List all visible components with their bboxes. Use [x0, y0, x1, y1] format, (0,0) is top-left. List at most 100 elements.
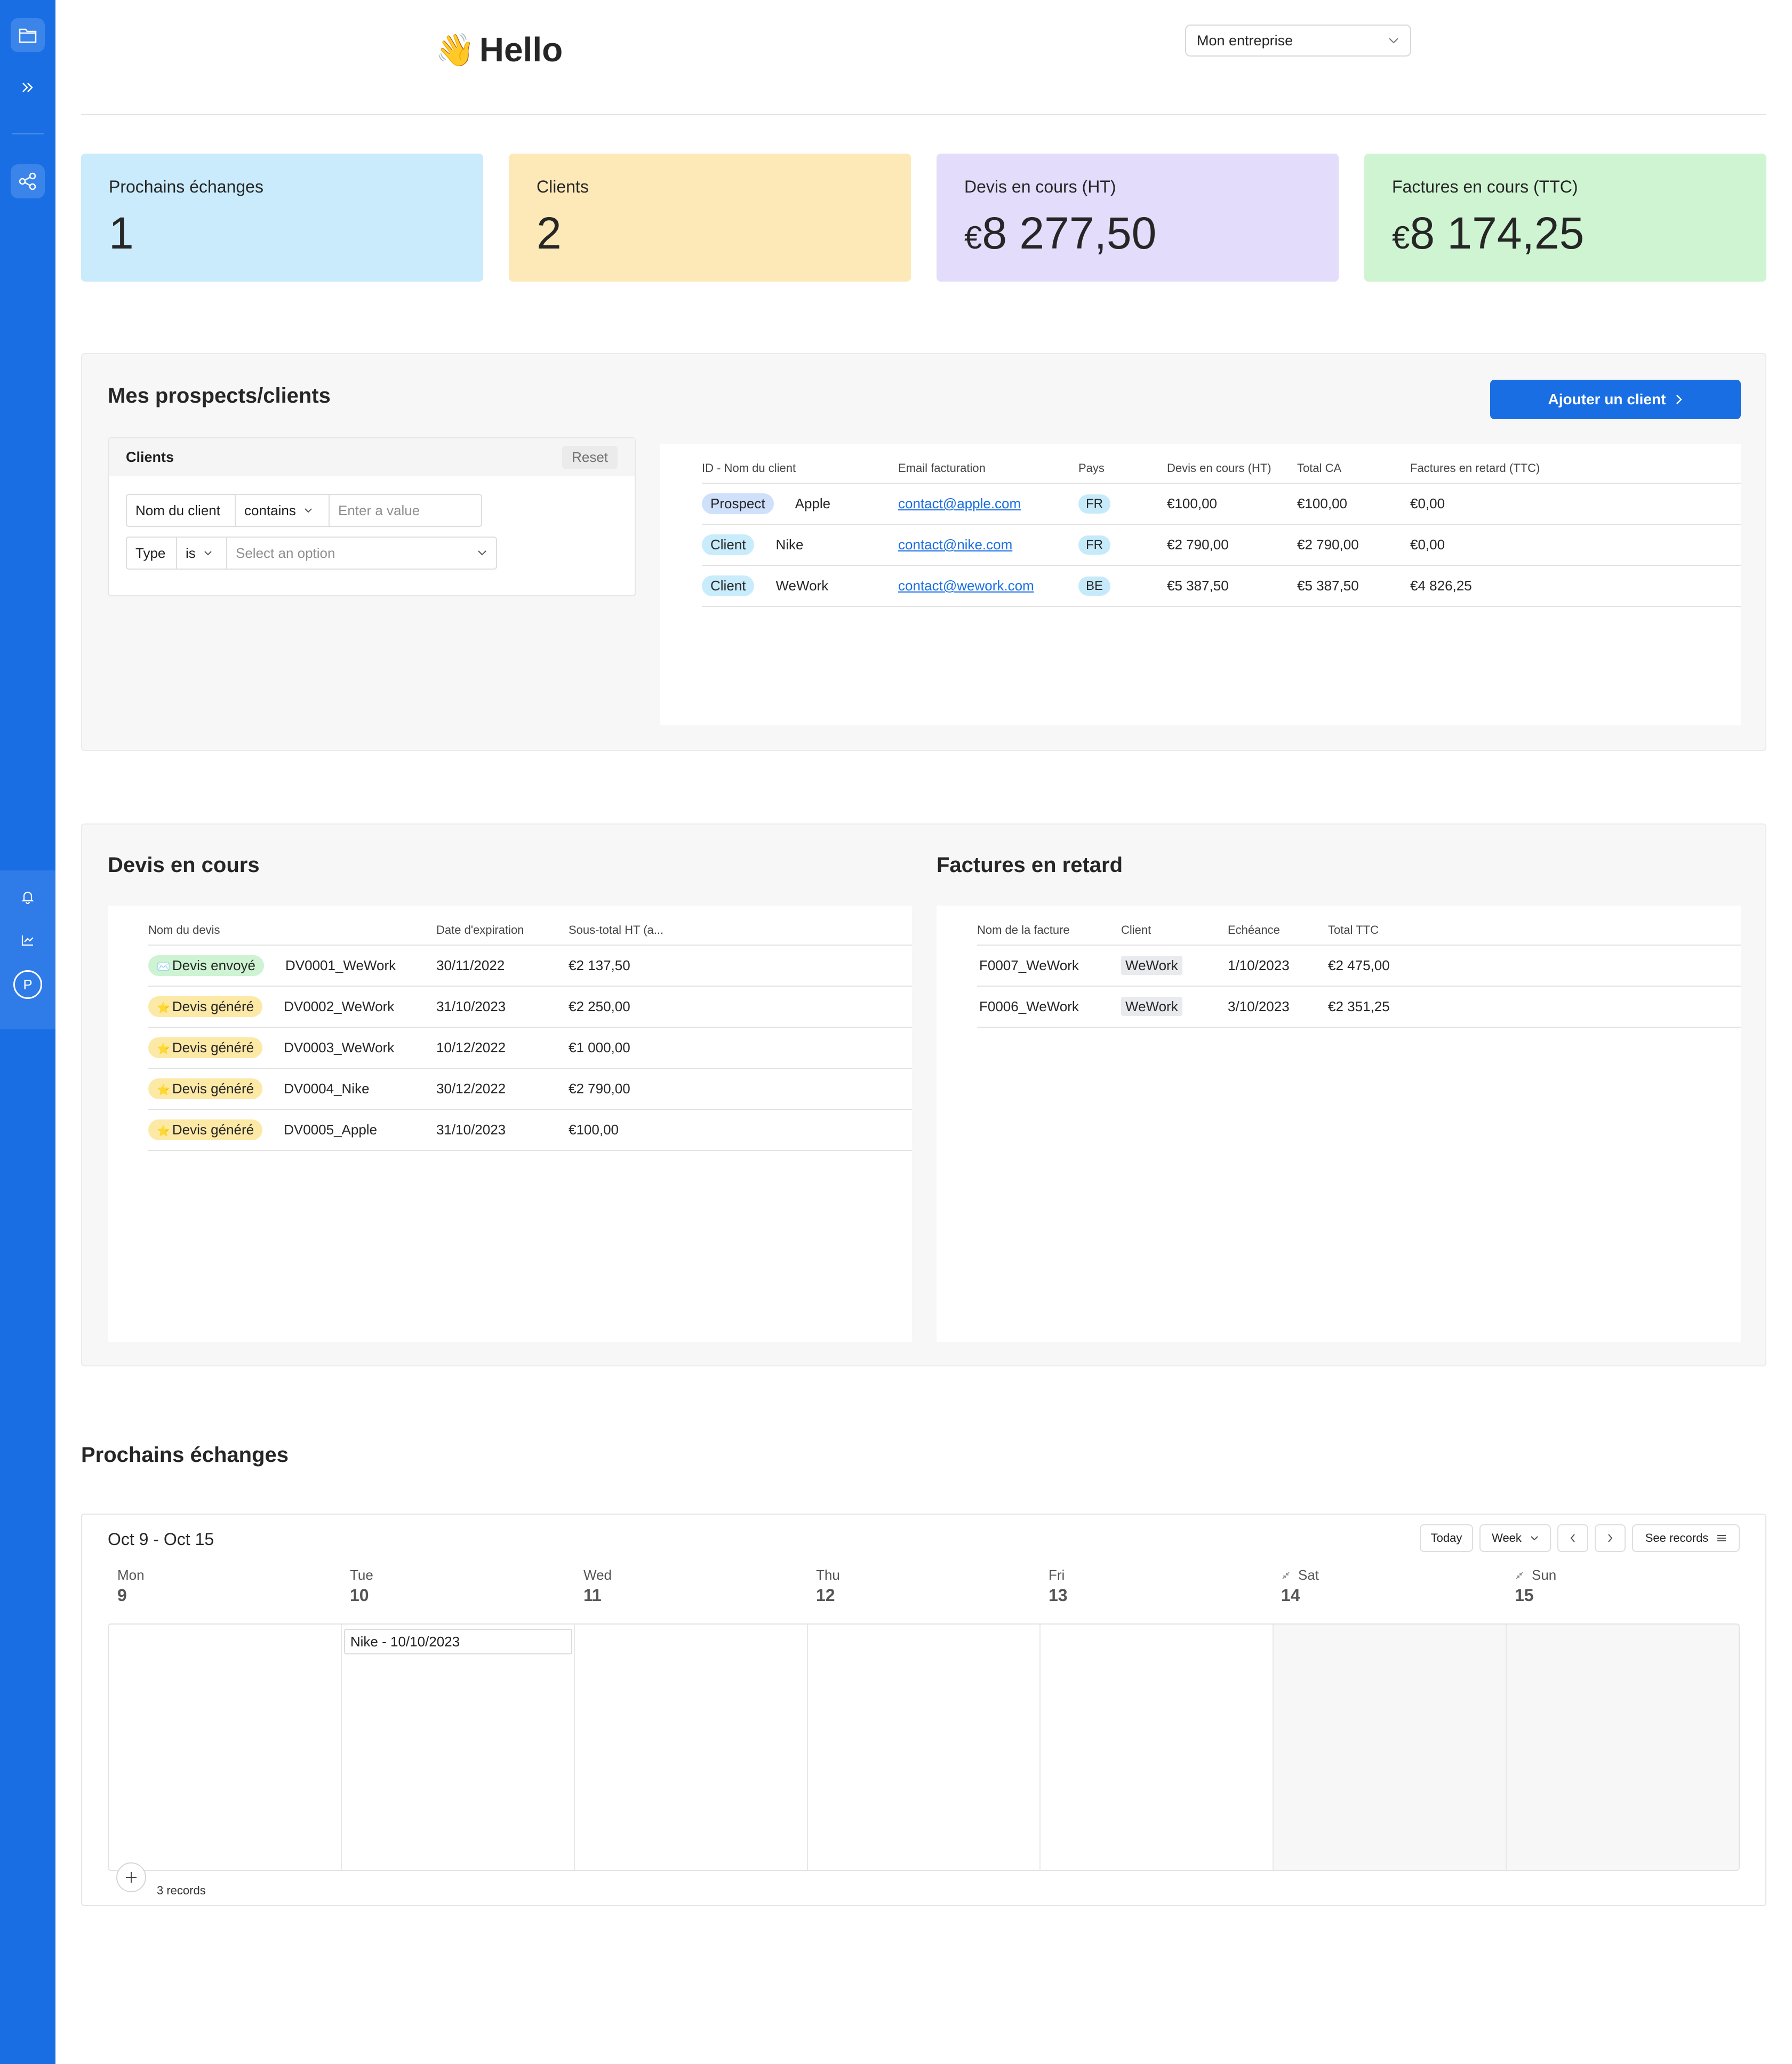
client-name: Nike	[775, 537, 804, 553]
today-label: Today	[1430, 1531, 1462, 1545]
day-name: Fri	[1049, 1567, 1065, 1583]
kpi-card-factures[interactable]: Factures en cours (TTC) €8 174,25	[1364, 154, 1766, 282]
filter-option-select[interactable]: Select an option	[227, 538, 496, 569]
devis-factures-section: Devis en cours Factures en retard Nom du…	[81, 823, 1766, 1366]
day-name: Mon	[117, 1567, 145, 1583]
facture-name: F0006_WeWork	[977, 986, 1121, 1028]
analytics-button[interactable]	[11, 923, 45, 957]
col-header[interactable]: Email facturation	[898, 454, 1078, 484]
devis-section-title: Devis en cours	[108, 853, 260, 877]
col-header[interactable]: Total CA	[1297, 454, 1410, 484]
col-header[interactable]: Nom de la facture	[977, 916, 1121, 946]
day-number: 15	[1515, 1586, 1534, 1605]
filter-operator[interactable]: is	[177, 538, 227, 569]
filter-field[interactable]: Type	[127, 538, 177, 569]
filter-title: Clients	[126, 449, 174, 465]
email-link[interactable]: contact@nike.com	[898, 537, 1013, 553]
col-header[interactable]: Nom du devis	[148, 916, 436, 946]
devis-name: DV0002_WeWork	[284, 998, 395, 1014]
table-row[interactable]: Prospect Apple contact@apple.com FR €100,…	[702, 483, 1741, 525]
wave-emoji: 👋	[435, 31, 475, 68]
country-badge: FR	[1078, 535, 1110, 555]
table-row[interactable]: F0007_WeWork WeWork 1/10/2023 €2 475,00	[977, 945, 1741, 987]
retard-value: €4 826,25	[1410, 565, 1741, 607]
col-header[interactable]: Sous-total HT (a...	[569, 916, 912, 946]
col-header[interactable]: Devis en cours (HT)	[1167, 454, 1297, 484]
see-records-button[interactable]: See records	[1632, 1524, 1740, 1552]
next-week-button[interactable]	[1595, 1524, 1626, 1552]
email-link[interactable]: contact@wework.com	[898, 578, 1034, 594]
day-name: Tue	[350, 1567, 373, 1583]
table-row[interactable]: F0006_WeWork WeWork 3/10/2023 €2 351,25	[977, 986, 1741, 1028]
due-date: 3/10/2023	[1228, 986, 1328, 1028]
view-select[interactable]: Week	[1479, 1524, 1551, 1552]
filter-option-placeholder: Select an option	[236, 545, 335, 561]
filter-operator-label: is	[186, 545, 196, 561]
day-number: 13	[1049, 1586, 1068, 1605]
header-divider	[81, 114, 1766, 115]
table-row[interactable]: Client Nike contact@nike.com FR €2 790,00…	[702, 524, 1741, 566]
subtotal: €2 250,00	[569, 986, 912, 1028]
expiration-date: 31/10/2023	[436, 1109, 569, 1151]
col-header[interactable]: Client	[1121, 916, 1228, 946]
day-column-sat[interactable]	[1274, 1625, 1507, 1870]
add-record-button[interactable]	[116, 1862, 146, 1892]
company-select[interactable]: Mon entreprise	[1185, 25, 1411, 57]
profile-button[interactable]: P	[11, 967, 45, 1002]
day-name: Thu	[816, 1567, 840, 1583]
table-row[interactable]: ⭐ Devis généré DV0004_Nike 30/12/2022 €2 7…	[148, 1068, 912, 1110]
chevron-down-icon	[1389, 38, 1398, 44]
expand-sidebar-button[interactable]	[11, 70, 45, 105]
calendar-range: Oct 9 - Oct 15	[108, 1530, 214, 1549]
col-header[interactable]: Pays	[1078, 454, 1167, 484]
sidebar-divider	[12, 133, 44, 134]
filter-row-type: Type is Select an option	[126, 537, 497, 570]
chevron-right-icon	[1676, 395, 1683, 404]
table-row[interactable]: ✉️ Devis envoyé DV0001_WeWork 30/11/2022 €…	[148, 945, 912, 987]
share-button[interactable]	[11, 164, 45, 198]
collapse-icon[interactable]	[1281, 1571, 1291, 1580]
page-title: 👋 Hello	[435, 30, 563, 69]
col-header[interactable]: ID - Nom du client	[702, 454, 898, 484]
filter-value-input[interactable]: Enter a value	[338, 502, 420, 518]
day-column-sun[interactable]	[1507, 1625, 1739, 1870]
calendar-event[interactable]: Nike - 10/10/2023	[343, 1629, 572, 1654]
email-link[interactable]: contact@apple.com	[898, 495, 1021, 511]
col-header[interactable]: Factures en retard (TTC)	[1410, 454, 1741, 484]
day-header-sat: Sat 14	[1281, 1567, 1319, 1605]
sidebar: P	[0, 0, 55, 2064]
chevron-down-icon	[478, 550, 486, 556]
day-column-wed[interactable]	[575, 1625, 808, 1870]
add-client-button[interactable]: Ajouter un client	[1490, 380, 1741, 419]
status-badge: ⭐ Devis généré	[148, 1078, 263, 1099]
day-column-fri[interactable]	[1041, 1625, 1274, 1870]
table-row[interactable]: ⭐ Devis généré DV0005_Apple 31/10/2023 €10…	[148, 1109, 912, 1151]
filter-operator[interactable]: contains	[236, 495, 330, 526]
factures-table: Nom de la facture Client Echéance Total …	[977, 916, 1741, 1028]
kpi-card-devis[interactable]: Devis en cours (HT) €8 277,50	[937, 154, 1339, 282]
day-header-thu: Thu 12	[816, 1567, 840, 1605]
notifications-button[interactable]	[11, 880, 45, 914]
day-column-mon[interactable]	[109, 1625, 342, 1870]
filter-field[interactable]: Nom du client	[127, 495, 236, 526]
collapse-icon[interactable]	[1515, 1571, 1524, 1580]
today-button[interactable]: Today	[1420, 1524, 1473, 1552]
calendar-section-title: Prochains échanges	[81, 1443, 289, 1467]
table-row[interactable]: ⭐ Devis généré DV0003_WeWork 10/12/2022 €1…	[148, 1027, 912, 1069]
kpi-value: 2	[537, 208, 562, 258]
day-column-thu[interactable]	[808, 1625, 1041, 1870]
type-badge: Client	[702, 534, 755, 555]
prev-week-button[interactable]	[1557, 1524, 1588, 1552]
table-row[interactable]: ⭐ Devis généré DV0002_WeWork 31/10/2023 €2…	[148, 986, 912, 1028]
table-row[interactable]: Client WeWork contact@wework.com BE €5 38…	[702, 565, 1741, 607]
col-header[interactable]: Total TTC	[1328, 916, 1741, 946]
day-column-tue[interactable]: Nike - 10/10/2023	[342, 1625, 575, 1870]
factures-table-panel: Nom de la facture Client Echéance Total …	[937, 906, 1741, 1342]
col-header[interactable]: Echéance	[1228, 916, 1328, 946]
reset-button[interactable]: Reset	[562, 445, 618, 469]
kpi-card-prochains-echanges[interactable]: Prochains échanges 1	[81, 154, 483, 282]
kpi-card-clients[interactable]: Clients 2	[509, 154, 911, 282]
expiration-date: 10/12/2022	[436, 1027, 569, 1069]
col-header[interactable]: Date d'expiration	[436, 916, 569, 946]
folder-button[interactable]	[11, 18, 45, 52]
